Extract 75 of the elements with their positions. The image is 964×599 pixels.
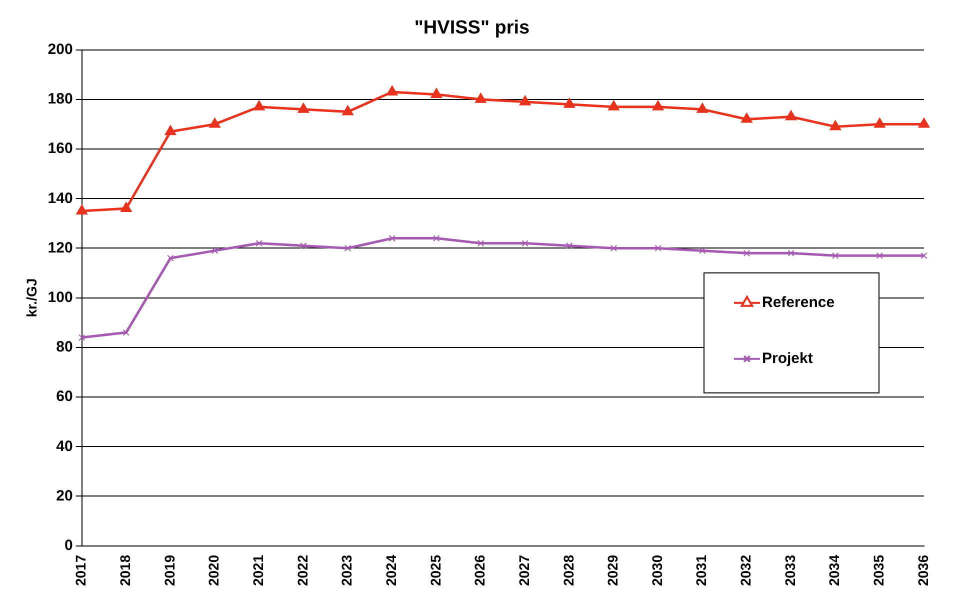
point xyxy=(167,254,174,262)
x-tick-label: 2017 xyxy=(72,554,89,586)
x-tick-label: 2019 xyxy=(161,554,178,586)
point xyxy=(342,105,354,116)
point xyxy=(788,250,794,257)
x-tick-label: 2020 xyxy=(206,554,222,586)
point xyxy=(741,112,752,123)
y-tick-label: 140 xyxy=(48,190,73,207)
x-tick-label: 2021 xyxy=(250,554,266,586)
point xyxy=(211,247,218,254)
point xyxy=(430,88,442,98)
x-tick-label: 2030 xyxy=(648,554,665,586)
x-tick-label: 2025 xyxy=(427,554,444,586)
point xyxy=(743,250,750,257)
point xyxy=(564,98,576,108)
x-tick-label: 2031 xyxy=(693,554,710,586)
point xyxy=(566,242,573,250)
x-tick-label: 2022 xyxy=(294,554,310,586)
x-tick-label: 2029 xyxy=(604,554,621,586)
chart-title: "HVISS" pris xyxy=(414,18,530,39)
point xyxy=(78,334,86,341)
x-tick-label: 2026 xyxy=(472,554,488,586)
point xyxy=(300,242,307,250)
point xyxy=(122,329,130,336)
point xyxy=(876,252,884,259)
point xyxy=(298,102,310,113)
x-tick-label: 2032 xyxy=(738,554,754,586)
point xyxy=(256,240,262,247)
point xyxy=(654,244,662,252)
point xyxy=(610,244,618,252)
y-tick-label: 40 xyxy=(56,438,73,455)
point xyxy=(164,125,176,136)
point xyxy=(433,234,440,242)
y-tick-label: 20 xyxy=(56,487,73,504)
y-tick-label: 160 xyxy=(48,140,73,158)
x-tick-label: 2034 xyxy=(826,554,842,586)
y-tick-label: 200 xyxy=(48,40,73,58)
point xyxy=(477,240,484,247)
point xyxy=(344,244,352,252)
x-tick-label: 2023 xyxy=(338,554,355,586)
point xyxy=(699,247,706,254)
y-tick-label: 120 xyxy=(48,239,73,256)
point xyxy=(832,252,839,259)
point xyxy=(209,118,220,128)
point xyxy=(608,100,620,110)
point xyxy=(918,118,930,128)
y-tick-label: 60 xyxy=(56,388,73,406)
x-tick-label: 2033 xyxy=(782,554,798,586)
x-tick-label: 2035 xyxy=(870,554,887,586)
x-tick-label: 2027 xyxy=(516,554,532,586)
point xyxy=(388,234,396,242)
y-tick-label: 100 xyxy=(48,288,73,306)
point xyxy=(830,120,842,130)
y-tick-label: 0 xyxy=(64,536,73,554)
point xyxy=(874,118,886,128)
x-tick-label: 2018 xyxy=(117,554,134,586)
point xyxy=(785,110,797,120)
x-tick-label: 2024 xyxy=(382,554,399,586)
y-axis-title: kr./GJ xyxy=(23,278,40,318)
x-tick-label: 2028 xyxy=(560,554,576,586)
legend-label: Reference xyxy=(762,294,835,311)
point xyxy=(475,92,486,103)
legend-label: Projekt xyxy=(762,350,813,367)
point xyxy=(522,240,528,247)
point xyxy=(76,204,88,215)
x-tick-label: 2036 xyxy=(914,554,931,586)
point xyxy=(253,100,265,110)
point xyxy=(120,202,132,212)
point xyxy=(696,102,708,113)
point xyxy=(386,85,398,96)
point xyxy=(519,95,531,106)
y-tick-label: 80 xyxy=(56,338,73,356)
point xyxy=(652,100,664,110)
y-tick-label: 180 xyxy=(48,90,73,108)
point xyxy=(920,252,928,259)
